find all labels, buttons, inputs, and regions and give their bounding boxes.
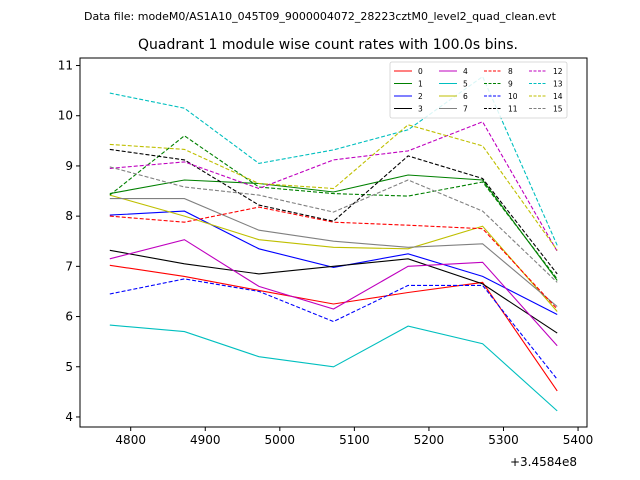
y-tick-label: 11 — [58, 59, 73, 73]
legend-label-12: 12 — [553, 67, 563, 76]
legend-label-5: 5 — [463, 80, 468, 89]
series-line-14 — [109, 124, 558, 251]
x-offset-label: +3.4584e8 — [510, 455, 577, 469]
legend-label-9: 9 — [508, 80, 513, 89]
y-tick-label: 6 — [65, 310, 73, 324]
series-line-3 — [109, 249, 558, 334]
x-tick-label: 5400 — [563, 433, 594, 447]
series-line-5 — [109, 324, 558, 412]
y-tick-label: 10 — [58, 109, 73, 123]
series-line-4 — [109, 239, 558, 347]
legend-label-3: 3 — [418, 105, 423, 114]
legend-label-2: 2 — [418, 92, 423, 101]
y-tick-label: 5 — [65, 360, 73, 374]
series-line-12 — [109, 121, 558, 252]
data-file-label: Data file: modeM0/AS1A10_045T09_90000040… — [84, 10, 557, 23]
series-line-9 — [109, 135, 558, 280]
legend-label-13: 13 — [553, 80, 563, 89]
x-tick-label: 5100 — [339, 433, 370, 447]
series-line-15 — [109, 166, 558, 283]
legend-label-0: 0 — [418, 67, 423, 76]
y-tick-label: 4 — [65, 410, 73, 424]
x-tick-label: 4900 — [190, 433, 221, 447]
legend-box — [389, 61, 568, 119]
series-line-6 — [109, 194, 558, 312]
legend-label-11: 11 — [508, 105, 518, 114]
series-line-2 — [109, 210, 558, 315]
series-line-11 — [109, 148, 558, 275]
series-line-7 — [109, 198, 558, 307]
x-tick-label: 5200 — [414, 433, 445, 447]
x-tick-label: 5300 — [488, 433, 519, 447]
legend-label-4: 4 — [463, 67, 468, 76]
legend-label-8: 8 — [508, 67, 513, 76]
series-line-1 — [109, 174, 558, 281]
legend-label-1: 1 — [418, 80, 423, 89]
legend-label-6: 6 — [463, 92, 468, 101]
legend-label-7: 7 — [463, 105, 468, 114]
series-line-0 — [109, 264, 558, 392]
series-layer — [109, 75, 558, 412]
x-tick-label: 5000 — [265, 433, 296, 447]
axes-layer: 4800 4900 5000 5100 5200 5300 5400+3.4584e8456… — [58, 57, 594, 469]
legend-label-15: 15 — [553, 105, 563, 114]
legend-label-14: 14 — [553, 92, 563, 101]
series-line-8 — [109, 206, 558, 310]
chart-title: Quadrant 1 module wise count rates with … — [138, 37, 518, 53]
y-tick-label: 9 — [65, 159, 73, 173]
y-tick-label: 7 — [65, 259, 73, 273]
x-tick-label: 4800 — [115, 433, 146, 447]
y-tick-label: 8 — [65, 209, 73, 223]
legend-label-10: 10 — [508, 92, 518, 101]
plot-frame — [79, 57, 588, 428]
